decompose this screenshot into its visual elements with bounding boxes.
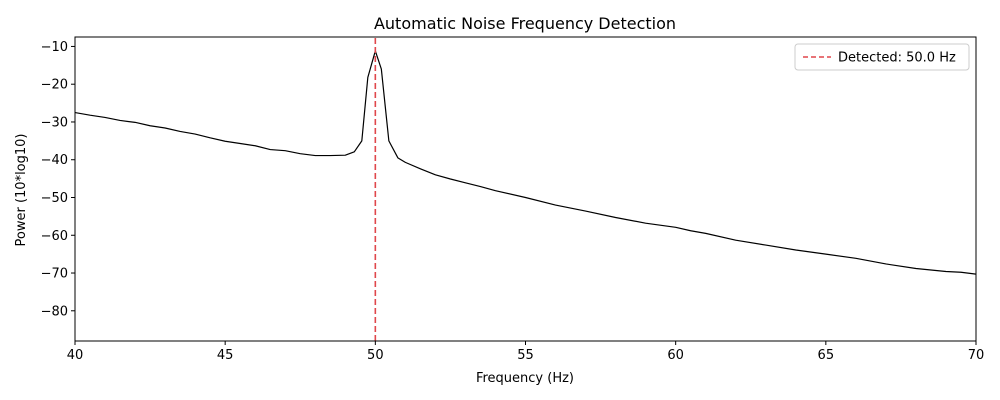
legend-box (794, 43, 970, 71)
legend: Detected: 50.0 Hz (794, 43, 970, 71)
x-tick-label: 65 (818, 348, 835, 363)
chart-title: Automatic Noise Frequency Detection (374, 14, 676, 33)
power-spectrum-line (75, 50, 976, 275)
y-axis-label: Power (10*log10) (14, 134, 29, 247)
y-tick-label: −40 (41, 153, 68, 168)
x-tick-label: 50 (367, 348, 384, 363)
x-tick-label: 45 (217, 348, 234, 363)
y-tick-label: −30 (41, 115, 68, 130)
x-tick-label: 60 (667, 348, 684, 363)
y-tick-label: −70 (41, 267, 68, 282)
y-tick-label: −60 (41, 229, 68, 244)
plot-area (75, 37, 976, 341)
y-tick-label: −20 (41, 78, 68, 93)
x-tick-label: 55 (517, 348, 534, 363)
x-tick-label: 70 (968, 348, 985, 363)
y-tick-label: −50 (41, 191, 68, 206)
y-tick-label: −80 (41, 304, 68, 319)
x-axis-label: Frequency (Hz) (476, 371, 574, 386)
y-tick-label: −10 (41, 40, 68, 55)
x-tick-label: 40 (67, 348, 84, 363)
legend-label-detected: Detected: 50.0 Hz (838, 51, 956, 66)
axes: 40 45 50 55 60 65 70 −80 −70 −60 −50 −40 −30 −20 −10 (41, 36, 985, 363)
